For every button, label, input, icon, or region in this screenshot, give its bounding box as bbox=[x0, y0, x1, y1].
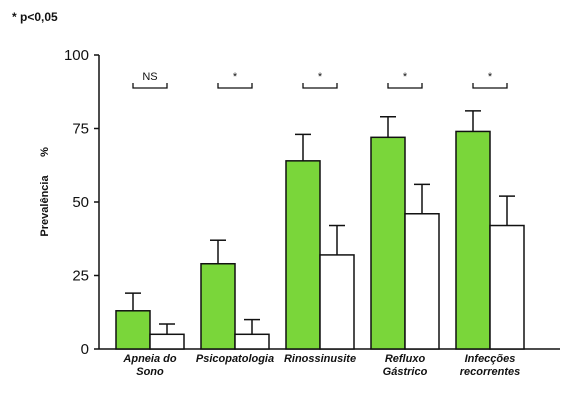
bar-green bbox=[455, 130, 491, 350]
y-axis-label: Prevalência bbox=[39, 175, 51, 237]
y-tick-label: 75 bbox=[72, 121, 89, 138]
bar-white bbox=[234, 333, 270, 350]
significance-bracket bbox=[132, 83, 168, 89]
y-tick-label: 25 bbox=[72, 268, 89, 285]
bar-white bbox=[319, 254, 355, 350]
x-category-label: recorrentes bbox=[460, 366, 521, 378]
significance-label: * bbox=[318, 71, 323, 83]
significance-label: * bbox=[233, 71, 238, 83]
significance-bracket bbox=[387, 83, 423, 89]
bar-green bbox=[285, 160, 321, 350]
x-category-label: Refluxo bbox=[385, 353, 426, 365]
x-category-label: Apneia do bbox=[122, 353, 176, 365]
significance-label: NS bbox=[142, 71, 157, 83]
significance-bracket bbox=[472, 83, 508, 89]
y-tick-label: 50 bbox=[72, 194, 89, 211]
significance-bracket bbox=[302, 83, 338, 89]
bar-green bbox=[115, 310, 151, 350]
x-category-label: Rinossinusite bbox=[284, 353, 356, 365]
x-category-label: Gástrico bbox=[383, 366, 428, 378]
y-tick-label: 0 bbox=[81, 341, 89, 358]
bar-white bbox=[149, 333, 185, 350]
x-category-label: Infecções bbox=[465, 353, 516, 365]
bar-white bbox=[404, 213, 440, 350]
significance-label: * bbox=[403, 71, 408, 83]
x-category-label: Psicopatologia bbox=[196, 353, 274, 365]
significance-label: * bbox=[488, 71, 493, 83]
bar-white bbox=[489, 224, 525, 350]
significance-bracket bbox=[217, 83, 253, 89]
x-category-label: Sono bbox=[136, 366, 164, 378]
bar-green bbox=[370, 136, 406, 350]
bar-green bbox=[200, 262, 236, 350]
y-tick-label: 100 bbox=[64, 47, 89, 64]
significance-note: * p<0,05 bbox=[12, 10, 58, 24]
y-axis-unit: % bbox=[39, 147, 51, 157]
